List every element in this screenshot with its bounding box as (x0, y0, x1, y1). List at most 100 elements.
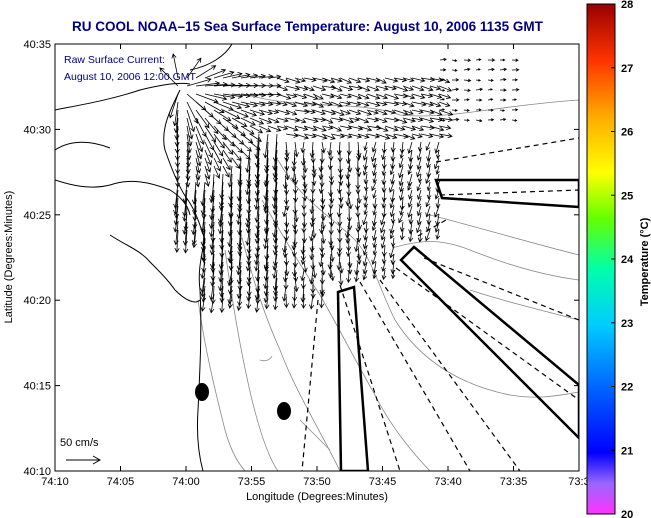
current-vector (389, 165, 395, 176)
current-vector (294, 133, 310, 140)
current-vector (439, 108, 446, 111)
current-vector (300, 237, 306, 255)
current-vector (312, 109, 326, 116)
current-vector (204, 93, 228, 101)
current-vector (362, 213, 368, 226)
current-vector (381, 197, 387, 209)
current-vector (327, 205, 333, 218)
current-vector (407, 181, 413, 191)
current-vector (246, 269, 252, 287)
current-vector (357, 85, 371, 92)
current-vector (499, 109, 506, 112)
current-vector (372, 205, 377, 216)
current-vector (380, 221, 386, 234)
colorbar-tick-label: 25 (621, 190, 633, 202)
current-vector (463, 98, 470, 102)
current-vector (339, 93, 352, 99)
current-vector (182, 221, 188, 246)
current-vector (301, 213, 307, 229)
current-vector (402, 117, 416, 123)
current-vector (475, 79, 482, 82)
current-vector (228, 245, 234, 264)
current-vector (254, 181, 260, 204)
current-vector (411, 109, 424, 115)
current-vector (429, 125, 445, 132)
current-vector (292, 253, 298, 268)
current-vector (258, 117, 273, 124)
current-vector (417, 173, 423, 183)
current-vector (204, 165, 211, 180)
current-vector (186, 101, 199, 124)
current-vector (310, 253, 316, 271)
current-vector (336, 245, 342, 258)
current-vector (363, 229, 369, 241)
current-vector (284, 157, 290, 172)
current-vector (408, 189, 413, 200)
inset-line-1: Raw Surface Current: (64, 54, 165, 66)
x-tick-label: 73:55 (238, 476, 266, 488)
current-vector (416, 205, 422, 217)
current-vector (384, 85, 397, 91)
current-vector (336, 253, 342, 271)
current-vector (487, 78, 494, 82)
current-vector (438, 93, 452, 100)
current-vector (429, 133, 445, 139)
current-vector (380, 213, 386, 226)
current-vector (438, 85, 453, 92)
current-vector (328, 229, 334, 247)
current-vector (311, 261, 318, 279)
current-vector (451, 108, 458, 112)
current-vector (390, 141, 396, 153)
current-vector (294, 101, 309, 108)
current-vector (348, 116, 360, 122)
current-vector (283, 293, 289, 309)
current-vector (402, 93, 416, 100)
y-tick-label: 40:25 (23, 210, 51, 222)
current-vector (345, 189, 351, 207)
current-vector (209, 293, 215, 314)
current-vector (463, 78, 472, 83)
current-vector (330, 125, 343, 132)
colorbar-tick-label: 20 (621, 509, 633, 518)
current-vector (420, 101, 434, 107)
current-vector (195, 133, 204, 153)
current-vector (222, 165, 230, 178)
current-vector (285, 77, 301, 84)
current-vector (362, 165, 368, 176)
current-vector (222, 141, 234, 155)
current-vector (219, 285, 225, 304)
current-vector (433, 157, 440, 170)
current-vector (303, 133, 317, 139)
current-vector (375, 117, 388, 123)
current-vector (435, 165, 440, 175)
current-vector (345, 245, 351, 258)
current-vector (231, 141, 243, 154)
colorbar-ticks: 28 27 26 25 24 23 22 21 20 (611, 0, 634, 518)
current-vector (282, 173, 288, 190)
current-vector (338, 165, 344, 180)
current-vector (338, 269, 344, 286)
current-vector (339, 117, 355, 124)
current-vector (319, 245, 325, 259)
current-vector (389, 205, 395, 218)
current-vector (357, 93, 370, 100)
current-vector (319, 293, 325, 309)
current-vector (264, 149, 270, 174)
current-vector (302, 181, 308, 194)
current-vector (209, 197, 215, 221)
current-vector (319, 237, 325, 253)
current-vector (204, 117, 219, 135)
current-vector (320, 205, 326, 222)
current-vector (375, 93, 389, 100)
current-vector (293, 269, 299, 283)
current-vector (381, 253, 387, 265)
current-vector (416, 221, 422, 234)
current-vector (389, 245, 395, 259)
current-vector (435, 181, 441, 193)
current-vector (227, 293, 233, 309)
current-vector (339, 109, 351, 115)
current-vector (402, 77, 415, 83)
current-vector (375, 101, 388, 107)
current-vector (329, 173, 335, 186)
